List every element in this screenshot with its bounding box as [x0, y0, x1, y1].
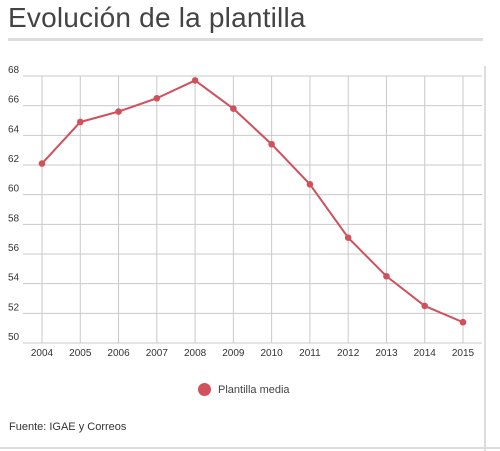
right-border: [484, 66, 486, 451]
y-tick-label: 62: [8, 154, 20, 165]
data-point: [306, 180, 314, 188]
x-tick-label: 2007: [146, 348, 169, 359]
data-point: [344, 234, 352, 241]
y-tick-label: 64: [8, 124, 20, 135]
y-tick-label: 54: [8, 273, 20, 284]
y-tick-label: 58: [8, 213, 20, 224]
y-tick-label: 56: [8, 243, 20, 254]
data-point: [230, 105, 237, 112]
title-divider: [8, 38, 483, 41]
data-point: [421, 302, 429, 310]
x-tick-label: 2009: [222, 348, 245, 359]
x-tick-label: 2015: [452, 348, 475, 359]
series-line: [41, 79, 464, 324]
data-point: [268, 140, 275, 148]
data-point: [153, 94, 161, 102]
bottom-border: [0, 447, 500, 449]
data-point: [76, 118, 84, 126]
x-tick-label: 2010: [261, 348, 284, 359]
data-point: [38, 160, 46, 167]
x-tick-label: 2012: [337, 348, 360, 359]
source-note: Fuente: IGAE y Correos: [9, 421, 127, 433]
legend-marker-icon: [198, 383, 211, 396]
x-tick-label: 2014: [414, 348, 437, 359]
x-tick-label: 2013: [375, 348, 398, 359]
y-tick-label: 50: [8, 332, 20, 343]
data-point: [459, 318, 467, 326]
y-tick-label: 66: [8, 95, 20, 106]
x-tick-label: 2004: [31, 348, 54, 359]
data-point: [191, 77, 199, 84]
chart-title: Evolución de la plantilla: [8, 2, 306, 33]
legend-label: Plantilla media: [218, 383, 290, 396]
x-tick-label: 2008: [184, 348, 207, 359]
x-tick-label: 2006: [107, 348, 130, 359]
x-tick-label: 2005: [69, 348, 92, 359]
legend[interactable]: Plantilla media: [198, 383, 290, 396]
y-tick-label: 52: [8, 302, 20, 313]
y-tick-label: 60: [8, 184, 20, 195]
x-tick-label: 2011: [299, 348, 321, 359]
y-tick-label: 68: [8, 65, 20, 76]
data-point: [383, 272, 390, 280]
data-point: [115, 108, 122, 115]
